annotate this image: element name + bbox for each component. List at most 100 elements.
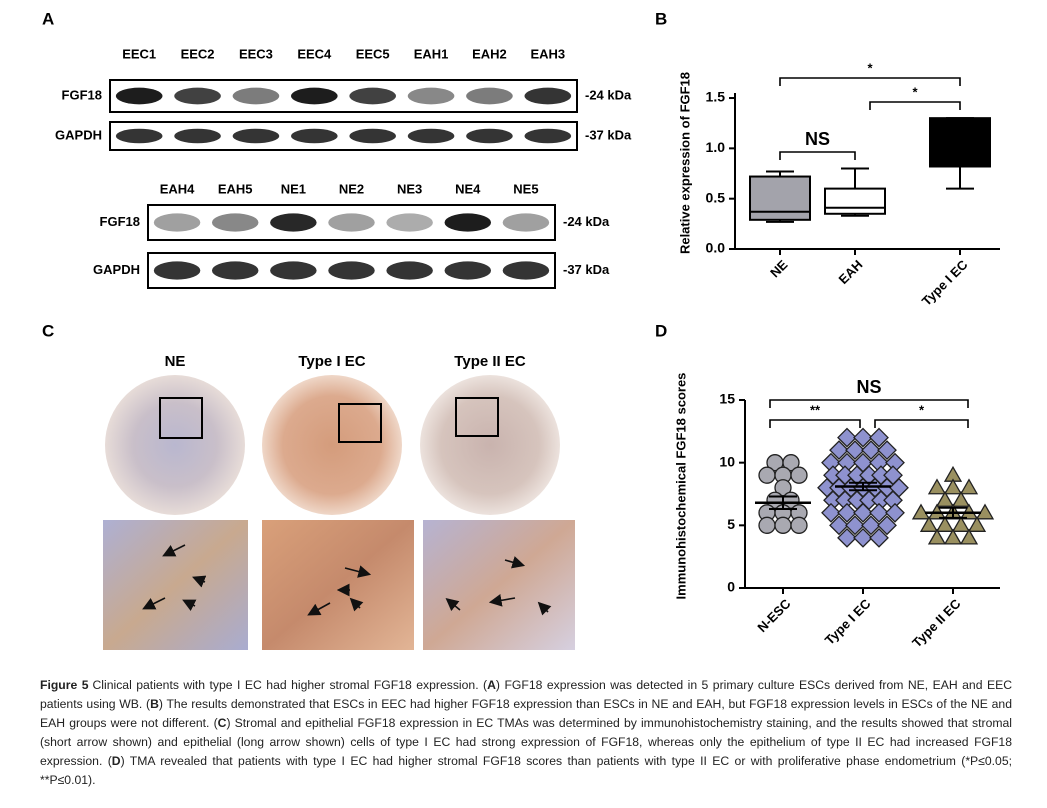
x-tick-label: Type II EC [909, 596, 964, 651]
point [821, 502, 841, 523]
caption-text: C [217, 716, 227, 730]
error-bar [849, 481, 877, 492]
blot-band [174, 87, 221, 105]
point [853, 427, 873, 448]
point [758, 516, 776, 534]
sig-label: * [867, 60, 873, 75]
blot-band [386, 261, 433, 280]
point [951, 516, 971, 532]
lane-label: NE4 [455, 181, 481, 196]
box [824, 187, 886, 215]
ihc-zoom [103, 520, 248, 650]
size-label: -24 kDa [585, 87, 632, 102]
point [829, 440, 849, 461]
point [935, 516, 955, 532]
blot-band [328, 213, 375, 232]
point [853, 527, 873, 548]
blot-band [211, 261, 259, 280]
caption-text: ) Stromal and epithelial FGF18 expressio… [40, 716, 1012, 768]
point [853, 502, 873, 523]
blot-band [270, 261, 317, 280]
point [935, 490, 955, 507]
figure-caption: Figure 5 Clinical patients with type I EC… [40, 676, 1012, 790]
blot-band [153, 261, 201, 280]
x-tick-label: N-ESC [754, 596, 794, 636]
target-label: GAPDH [55, 127, 102, 142]
caption-text: A [487, 678, 496, 692]
y-axis-label: Relative expression of FGF18 [677, 72, 692, 254]
blot-band [232, 128, 280, 144]
point [790, 516, 808, 534]
caption-text: D [111, 754, 121, 768]
point [774, 516, 792, 534]
caption-text: ) The results demonstrated that ESCs in … [40, 697, 1012, 730]
caption-text: Clinical patients with type I EC had hig… [92, 678, 488, 692]
error-bar [939, 506, 967, 519]
blot-band [270, 213, 317, 232]
point [951, 490, 971, 507]
lane-label: EEC4 [297, 46, 332, 61]
panel-label: C [42, 321, 54, 340]
ihc-zoom [262, 520, 414, 650]
lane-label: EAH2 [472, 46, 507, 61]
target-label: FGF18 [100, 214, 140, 229]
point [845, 440, 865, 461]
y-tick-label: 15 [719, 391, 735, 407]
sig-bracket [779, 151, 856, 160]
point [943, 528, 963, 545]
lane-label: EEC3 [239, 46, 273, 61]
point [845, 515, 865, 536]
blot-band [174, 128, 221, 144]
ihc-title: Type II EC [454, 353, 526, 370]
point [782, 454, 800, 472]
point [869, 527, 889, 548]
blot-band [524, 128, 572, 144]
size-label: -37 kDa [563, 262, 610, 277]
point [877, 440, 897, 461]
sig-label: NS [805, 129, 830, 149]
sig-bracket [769, 399, 969, 408]
y-axis-label: Immunohistochemical FGF18 scores [673, 373, 688, 600]
size-label: -37 kDa [585, 127, 632, 142]
sig-label: * [912, 84, 918, 99]
lane-label: EAH4 [160, 181, 195, 196]
caption-text: Figure 5 [40, 678, 89, 692]
sig-bracket [779, 77, 961, 86]
lane-label: NE2 [339, 181, 364, 196]
point [967, 516, 987, 532]
box [749, 175, 811, 221]
sig-label: NS [856, 377, 881, 397]
blot-band [349, 128, 397, 144]
point [943, 478, 963, 495]
lane-label: NE1 [281, 181, 306, 196]
point [861, 440, 881, 461]
tma-core [105, 375, 245, 515]
panel-label: B [655, 9, 667, 28]
sig-bracket [869, 101, 961, 110]
blot-band [328, 261, 375, 280]
blot-band [349, 87, 397, 105]
x-tick-label: Type I EC [822, 596, 874, 648]
panel-label: A [42, 9, 54, 28]
blot-band [290, 128, 338, 144]
blot-band [444, 261, 492, 280]
tma-core [420, 375, 560, 515]
point [790, 466, 808, 484]
panel-label: D [655, 321, 667, 340]
point [837, 527, 857, 548]
caption-text: B [150, 697, 159, 711]
ihc-images [103, 375, 575, 650]
lane-label: EAH5 [218, 181, 253, 196]
point [919, 516, 939, 532]
blot-band [444, 213, 492, 232]
point [877, 515, 897, 536]
point [927, 528, 947, 545]
blot-band [524, 87, 572, 105]
point [829, 515, 849, 536]
blot-band [386, 213, 433, 232]
blot-band [407, 128, 455, 144]
sig-bracket [769, 419, 861, 428]
blot-band [502, 261, 550, 280]
blot-band [466, 128, 513, 144]
